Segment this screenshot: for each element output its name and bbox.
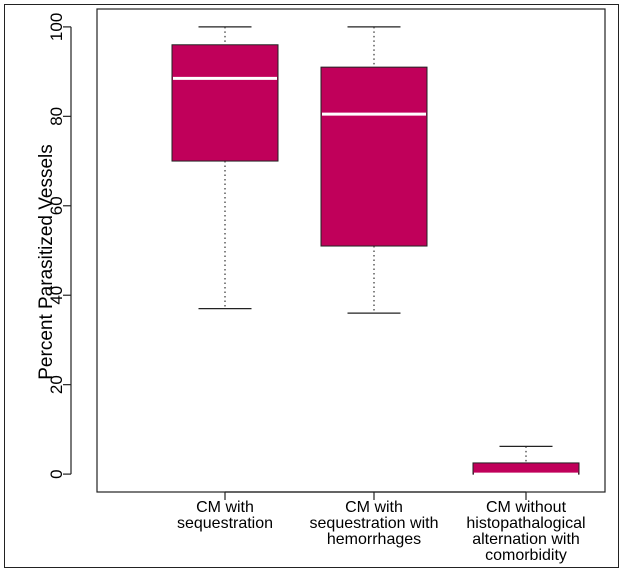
x-category-label-line: CM without: [486, 499, 567, 516]
x-category-label-line: CM with: [345, 499, 403, 516]
x-category-label-line: sequestration with: [310, 515, 439, 532]
y-tick-label: 20: [47, 375, 66, 394]
y-tick-label: 80: [47, 107, 66, 126]
y-tick-label: 0: [47, 469, 66, 478]
y-tick-label: 60: [47, 196, 66, 215]
y-tick-label: 100: [47, 13, 66, 41]
chart-frame: 0 20 40 60 80 100 CM with sequestration CM with s…: [4, 4, 619, 568]
box-iqr: [472, 462, 580, 475]
x-category-label-line: alternation with: [472, 531, 580, 548]
x-category-label: CM with sequestration: [177, 499, 273, 532]
x-category-label: CM with sequestration with hemorrhages: [310, 499, 439, 548]
box-group: [472, 445, 580, 476]
x-category-label-line: hemorrhages: [327, 531, 421, 548]
x-category-label-line: comorbidity: [485, 547, 567, 564]
box-group: [320, 26, 428, 314]
y-tick-label: 40: [47, 286, 66, 305]
box-group: [171, 26, 279, 310]
x-category-label-line: histopathalogical: [466, 515, 585, 532]
y-axis-title: Percent Parasitized Vessels: [36, 144, 57, 380]
x-category-label-line: CM with: [196, 499, 254, 516]
x-category-label: CM without histopathalogical alternation w…: [466, 499, 585, 564]
box-iqr: [171, 44, 279, 162]
box-iqr: [320, 66, 428, 247]
x-category-label-line: sequestration: [177, 515, 273, 532]
